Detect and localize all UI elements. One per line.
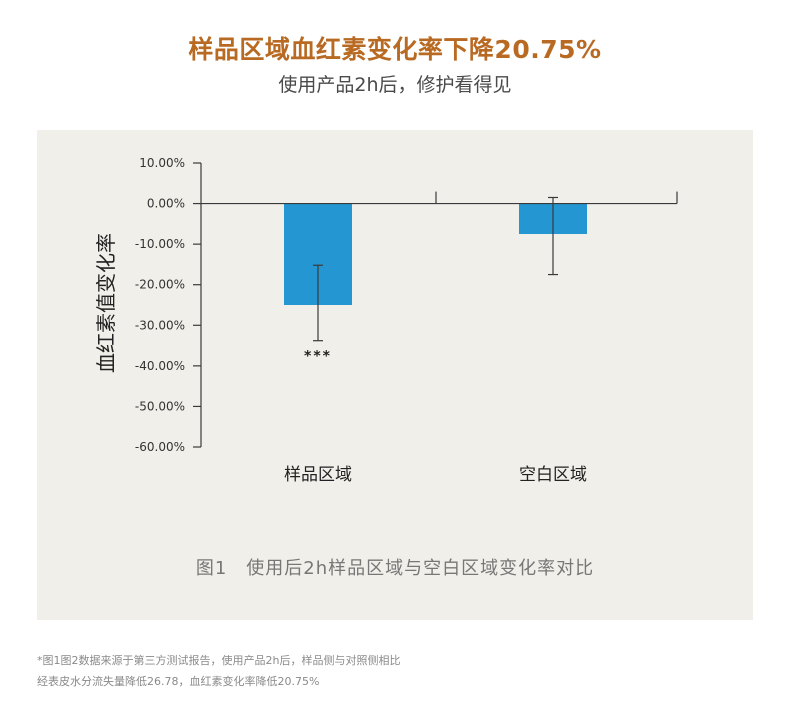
footnote-line-2: 经表皮水分流失量降低26.78，血红素变化率降低20.75% [37, 675, 320, 688]
y-tick-label: -40.00% [135, 359, 185, 373]
y-tick-label: 0.00% [147, 197, 185, 211]
chart-subtitle: 使用产品2h后，修护看得见 [278, 74, 512, 96]
chart-panel: 10.00% 0.00% -10.00% -20.00% -30.00% -40.00% -… [37, 130, 753, 620]
x-category-label: 样品区域 [284, 465, 352, 485]
y-tick-label: -60.00% [135, 440, 185, 454]
y-tick-label: -50.00% [135, 399, 185, 413]
y-axis-title: 血红素值变化率 [94, 233, 118, 373]
footnote-line-1: *图1图2数据来源于第三方测试报告，使用产品2h后，样品侧与对照侧相比 [37, 654, 401, 667]
figure-caption: 图1 使用后2h样品区域与空白区域变化率对比 [195, 558, 595, 579]
chart-title: 样品区域血红素变化率下降20.75% [188, 35, 602, 64]
y-tick-label: -10.00% [135, 237, 185, 251]
significance-marker: *** [304, 349, 332, 365]
y-tick-label: 10.00% [139, 156, 185, 170]
y-tick-label: -30.00% [135, 318, 185, 332]
y-tick-label: -20.00% [135, 278, 185, 292]
bar-chart: 10.00% 0.00% -10.00% -20.00% -30.00% -40.00% -… [94, 156, 678, 485]
x-category-label: 空白区域 [519, 465, 587, 485]
